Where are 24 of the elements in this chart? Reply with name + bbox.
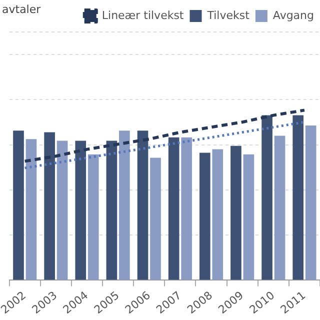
bar [243, 154, 254, 280]
bar [44, 132, 55, 280]
bar [292, 115, 304, 280]
bar [106, 140, 118, 280]
chart-title: avtaler [2, 3, 41, 16]
bar [230, 146, 242, 280]
bar [262, 115, 272, 280]
bar [305, 126, 316, 280]
bar [150, 158, 161, 280]
bar [199, 152, 210, 280]
legend-label: Tilvekst [206, 8, 250, 22]
bar [56, 140, 68, 280]
bar [137, 130, 148, 280]
bar [75, 140, 86, 280]
bar [274, 136, 286, 280]
bar [13, 130, 24, 280]
bar [212, 149, 224, 280]
bar [181, 137, 192, 280]
bar [168, 137, 180, 280]
bar [88, 154, 99, 280]
bar [26, 139, 37, 280]
legend-label: Avgang [272, 8, 314, 22]
bar [119, 130, 130, 280]
legend-label: Lineær tilvekst [102, 8, 184, 22]
